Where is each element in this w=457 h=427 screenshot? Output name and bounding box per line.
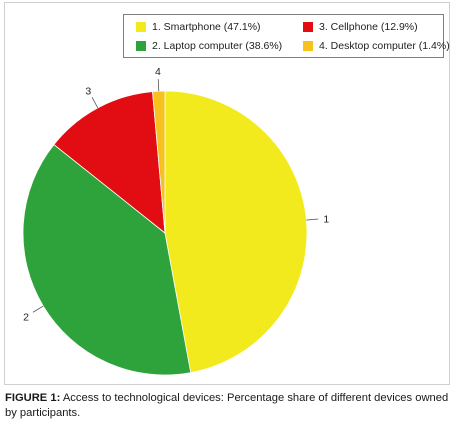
legend-swatch-smartphone bbox=[136, 22, 146, 32]
leader-line-cellphone bbox=[91, 97, 99, 109]
leader-line-desktop-computer bbox=[157, 79, 160, 92]
legend-swatch-cellphone bbox=[303, 22, 313, 32]
legend-item-cellphone: 3. Cellphone (12.9%) bbox=[303, 21, 418, 33]
legend-item-smartphone: 1. Smartphone (47.1%) bbox=[136, 21, 261, 33]
legend-item-desktop-computer: 4. Desktop computer (1.4%) bbox=[303, 40, 450, 52]
chart-legend: 1. Smartphone (47.1%) 3. Cellphone (12.9… bbox=[123, 14, 450, 58]
legend-label-smartphone: 1. Smartphone (47.1%) bbox=[152, 21, 261, 33]
legend-label-laptop-computer: 2. Laptop computer (38.6%) bbox=[152, 40, 283, 52]
figure-caption-text: Access to technological devices: Percent… bbox=[5, 392, 449, 419]
figure-caption-label: FIGURE 1: bbox=[5, 392, 61, 404]
slice-label-laptop-computer: 2 bbox=[23, 311, 29, 323]
legend-item-laptop-computer: 2. Laptop computer (38.6%) bbox=[136, 40, 282, 52]
legend-label-cellphone: 3. Cellphone (12.9%) bbox=[319, 21, 418, 33]
leader-line-laptop-computer bbox=[32, 305, 44, 313]
slice-label-smartphone: 1 bbox=[323, 213, 329, 225]
figure-caption: FIGURE 1: Access to technological device… bbox=[5, 391, 453, 421]
legend-swatch-laptop-computer bbox=[136, 41, 146, 51]
pie-slice-smartphone bbox=[164, 90, 308, 374]
slice-label-desktop-computer: 4 bbox=[155, 66, 161, 78]
pie-slice-laptop-computer bbox=[22, 144, 192, 376]
legend-swatch-desktop-computer bbox=[303, 41, 313, 51]
legend-label-desktop-computer: 4. Desktop computer (1.4%) bbox=[319, 40, 450, 52]
leader-line-smartphone bbox=[306, 218, 319, 221]
slice-label-cellphone: 3 bbox=[85, 85, 91, 97]
